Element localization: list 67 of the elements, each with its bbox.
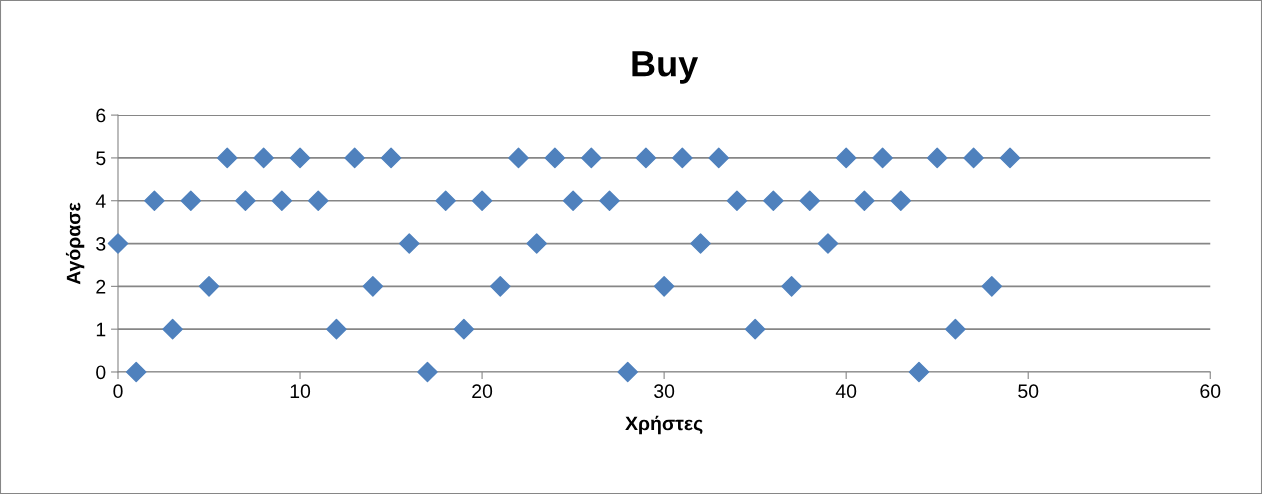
y-tick-label: 0 xyxy=(96,365,106,380)
x-tick-label: 0 xyxy=(113,384,123,399)
point xyxy=(653,276,675,297)
point xyxy=(253,147,274,169)
x-tick-label: 10 xyxy=(290,384,311,399)
y-axis-title: Αγόρασε xyxy=(65,202,85,285)
point xyxy=(326,318,347,340)
y-tick-label: 6 xyxy=(96,108,106,123)
point xyxy=(453,318,475,340)
y-tick-label: 2 xyxy=(96,279,106,294)
point xyxy=(562,190,584,211)
x-tick-label: 30 xyxy=(654,384,675,399)
point xyxy=(726,190,748,211)
point xyxy=(708,147,730,169)
x-axis-title: Χρήστες xyxy=(625,415,703,435)
point xyxy=(599,190,620,211)
point xyxy=(744,318,766,340)
point xyxy=(817,233,839,254)
point xyxy=(945,318,966,340)
point xyxy=(781,276,802,297)
point xyxy=(398,233,420,254)
point xyxy=(872,147,893,169)
point xyxy=(198,276,220,297)
point xyxy=(235,190,256,211)
point xyxy=(617,361,638,383)
point xyxy=(963,147,984,169)
point xyxy=(890,190,912,211)
point xyxy=(544,147,566,169)
x-tick-label: 20 xyxy=(472,384,493,399)
point xyxy=(854,190,875,211)
point xyxy=(799,190,821,211)
point xyxy=(999,147,1021,169)
point xyxy=(526,233,547,254)
point xyxy=(635,147,657,169)
point xyxy=(690,233,711,254)
point xyxy=(289,147,311,169)
point xyxy=(380,147,402,169)
point xyxy=(981,276,1003,297)
point xyxy=(763,190,784,211)
y-tick-label: 1 xyxy=(96,322,106,337)
y-tick-label: 3 xyxy=(96,237,106,251)
point xyxy=(180,190,202,211)
x-tick-label: 60 xyxy=(1200,384,1221,399)
point xyxy=(162,318,183,340)
point xyxy=(307,190,329,211)
point xyxy=(581,147,602,169)
point xyxy=(362,276,384,297)
point xyxy=(216,147,238,169)
x-tick-label: 40 xyxy=(835,384,857,399)
chart-title: Buy xyxy=(632,51,699,84)
point xyxy=(490,276,511,297)
point xyxy=(908,361,930,383)
point xyxy=(107,233,129,254)
point xyxy=(672,147,693,169)
point xyxy=(835,147,857,169)
point xyxy=(508,147,529,169)
point xyxy=(926,147,948,169)
point xyxy=(344,147,365,169)
x-tick-label: 50 xyxy=(1018,384,1039,399)
point xyxy=(271,190,293,211)
point xyxy=(471,190,493,211)
point xyxy=(144,190,165,211)
point xyxy=(125,361,147,383)
point xyxy=(417,361,438,383)
y-tick-label: 4 xyxy=(95,194,106,208)
y-tick-label: 5 xyxy=(96,151,106,166)
point xyxy=(435,190,456,211)
